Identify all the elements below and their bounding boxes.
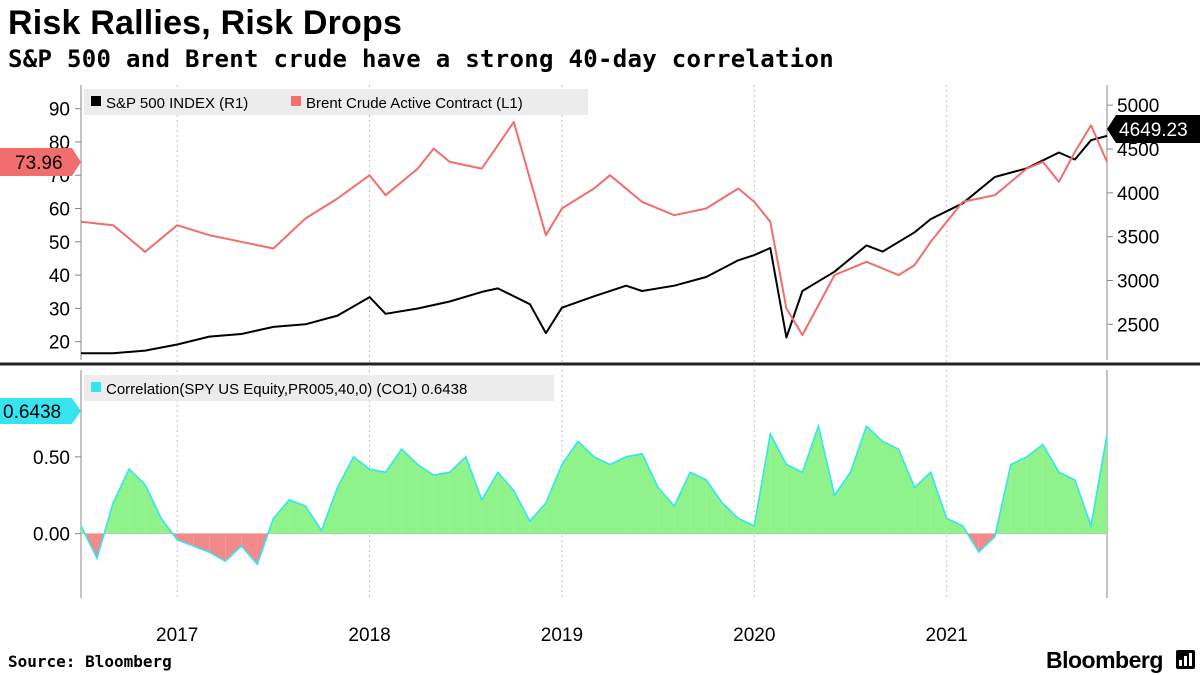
correlation-positive-area: [513, 490, 530, 534]
correlation-positive-area: [690, 472, 707, 534]
correlation-positive-area: [1010, 456, 1027, 534]
right-y-tick-label: 4000: [1117, 184, 1159, 205]
correlation-positive-area: [642, 453, 659, 534]
top-legend-background: [84, 89, 588, 115]
correlation-last-value-tag: 0.6438: [0, 398, 81, 424]
sp500-last-value-label: 4649.23: [1119, 120, 1188, 141]
correlation-positive-area: [337, 456, 354, 534]
bloomberg-bars-icon: [1176, 650, 1195, 669]
correlation-positive-area: [818, 426, 835, 534]
correlation-positive-area: [113, 469, 130, 534]
right-y-tick-label: 2500: [1117, 315, 1159, 336]
correlation-positive-area: [946, 518, 963, 534]
correlation-positive-area: [930, 472, 947, 534]
x-tick-label: 2020: [733, 625, 775, 646]
correlation-positive-area: [882, 441, 899, 534]
correlation-positive-area: [577, 441, 594, 534]
correlation-positive-area: [706, 479, 723, 534]
correlation-negative-area: [225, 533, 242, 562]
correlation-last-value-label: 0.6438: [3, 402, 61, 423]
correlation-positive-area: [289, 499, 306, 534]
correlation-negative-area: [177, 533, 194, 546]
legend-swatch-sp500: [91, 96, 101, 106]
correlation-positive-area: [626, 453, 643, 534]
correlation-positive-area: [850, 426, 867, 534]
sp500-line: [81, 134, 1108, 355]
correlation-positive-area: [866, 426, 883, 534]
bloomberg-logo: Bloomberg: [1046, 647, 1163, 673]
corr-y-tick-label: 0.50: [33, 448, 70, 469]
correlation-positive-area: [561, 441, 578, 534]
legend-swatch-brent: [291, 96, 301, 106]
x-tick-label: 2017: [156, 625, 198, 646]
correlation-positive-area: [594, 456, 611, 534]
chart-title: Risk Rallies, Risk Drops: [8, 4, 403, 42]
correlation-positive-area: [610, 456, 627, 534]
correlation-positive-area: [674, 472, 691, 534]
correlation-positive-area: [497, 472, 514, 534]
left-y-tick-label: 60: [49, 200, 70, 221]
correlation-area-layer: [81, 426, 1107, 565]
correlation-positive-area: [786, 464, 803, 534]
correlation-positive-area: [1058, 472, 1075, 534]
price-lines-layer: [80, 121, 1108, 566]
correlation-positive-area: [369, 469, 386, 534]
correlation-positive-area: [898, 449, 915, 534]
x-tick-label: 2018: [348, 625, 390, 646]
right-y-tick-label: 4500: [1117, 140, 1159, 161]
correlation-positive-area: [529, 502, 546, 534]
correlation-positive-area: [481, 472, 498, 534]
correlation-positive-area: [658, 487, 675, 534]
correlation-positive-area: [433, 472, 450, 534]
correlation-positive-area: [770, 433, 787, 534]
left-y-tick-label: 30: [49, 299, 70, 320]
brent-line: [80, 121, 1108, 336]
chart-subtitle: S&P 500 and Brent crude have a strong 40…: [8, 45, 834, 73]
correlation-positive-area: [738, 518, 755, 534]
right-y-tick-label: 3500: [1117, 228, 1159, 249]
x-tick-label: 2019: [541, 625, 583, 646]
brent-last-value-tag: 73.96: [0, 148, 81, 176]
legend-swatch-correlation: [91, 382, 101, 392]
correlation-positive-area: [834, 472, 851, 534]
correlation-negative-area: [193, 533, 210, 553]
correlation-positive-area: [449, 456, 466, 534]
correlation-positive-area: [545, 464, 562, 534]
brent-last-value-label: 73.96: [15, 153, 63, 174]
correlation-positive-area: [129, 469, 146, 534]
right-y-tick-label: 5000: [1117, 96, 1159, 117]
correlation-positive-area: [353, 456, 370, 534]
correlation-positive-area: [417, 464, 434, 534]
source-note: Source: Bloomberg: [8, 652, 172, 671]
left-y-tick-label: 20: [49, 333, 70, 354]
correlation-negative-area: [241, 533, 258, 565]
correlation-positive-area: [401, 449, 418, 534]
correlation-positive-area: [385, 449, 402, 534]
tick-labels-layer: 2017 2018 2019 2020 202120304050607080902500…: [33, 96, 1159, 646]
right-y-tick-label: 3000: [1117, 271, 1159, 292]
correlation-positive-area: [145, 484, 162, 534]
corr-y-tick-label: 0.00: [33, 525, 70, 546]
correlation-positive-area: [465, 456, 482, 534]
left-y-tick-label: 50: [49, 233, 70, 254]
bottom-legend-background: [84, 375, 554, 401]
correlation-positive-area: [802, 426, 819, 534]
x-tick-label: 2021: [926, 625, 968, 646]
correlation-positive-area: [1026, 444, 1043, 534]
correlation-positive-area: [273, 499, 290, 534]
left-y-tick-label: 90: [49, 100, 70, 121]
correlation-line: [80, 423, 1108, 566]
correlation-positive-area: [914, 472, 931, 534]
sp500-last-value-tag: 4649.23: [1107, 115, 1200, 143]
legend-label-brent: Brent Crude Active Contract (L1): [306, 95, 523, 112]
legend-label-sp500: S&P 500 INDEX (R1): [106, 95, 248, 112]
correlation-positive-area: [722, 502, 739, 534]
left-y-tick-label: 40: [49, 266, 70, 287]
legend-label-correlation: Correlation(SPY US Equity,PR005,40,0) (C…: [106, 381, 467, 398]
